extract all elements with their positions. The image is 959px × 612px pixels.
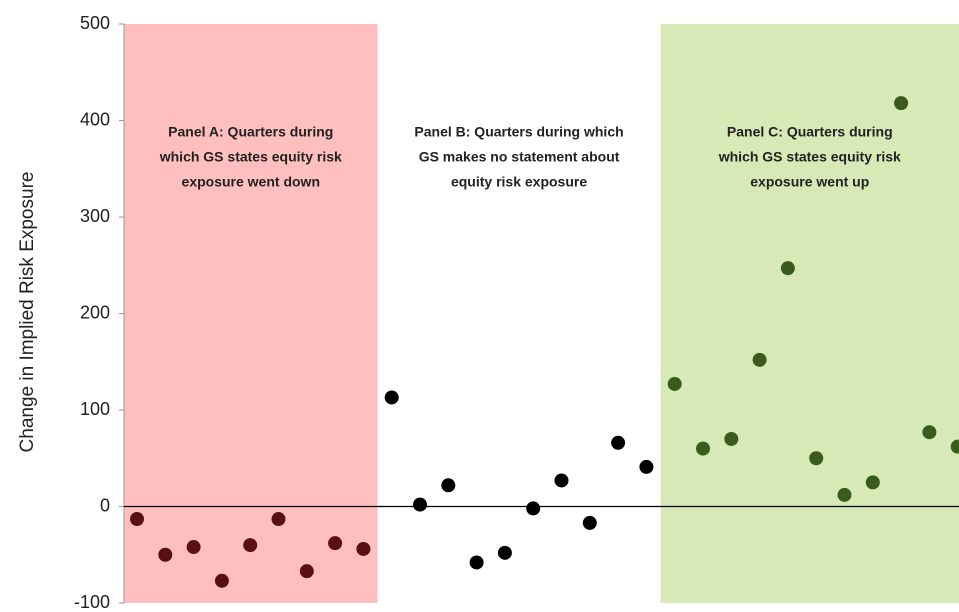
data-point — [611, 435, 626, 450]
y-tick-label: 500 — [80, 13, 110, 33]
panel-annotation: Panel C: Quarters during — [727, 124, 893, 140]
data-point — [214, 573, 229, 588]
data-point — [780, 261, 795, 276]
data-point — [950, 439, 959, 454]
data-point — [299, 564, 314, 579]
data-point — [809, 451, 824, 466]
y-tick-label: 300 — [80, 206, 110, 226]
data-point — [667, 376, 682, 391]
y-tick-label: 400 — [80, 109, 110, 129]
data-point — [243, 538, 258, 553]
panel-annotation: exposure went down — [182, 174, 320, 190]
data-point — [554, 473, 569, 488]
data-point — [696, 441, 710, 456]
y-tick-label: 200 — [80, 302, 110, 322]
panel-annotation: GS makes no statement about — [419, 149, 620, 165]
data-point — [413, 497, 427, 512]
data-point — [752, 352, 767, 367]
panel-background — [124, 24, 378, 603]
data-point — [441, 478, 456, 493]
y-tick-label: 100 — [80, 399, 110, 419]
panel-annotation: Panel A: Quarters during — [168, 124, 333, 140]
panel-annotation: Panel B: Quarters during which — [414, 124, 623, 140]
data-point — [724, 431, 739, 446]
data-point — [158, 547, 173, 562]
data-point — [384, 390, 399, 405]
data-point — [922, 425, 937, 440]
panel-annotation: which GS states equity risk — [159, 149, 342, 165]
data-point — [469, 555, 484, 570]
panel-annotation: equity risk exposure — [451, 174, 587, 190]
data-point — [497, 545, 512, 560]
panel-annotation: exposure went up — [750, 174, 869, 190]
y-axis-label: Change in Implied Risk Exposure — [17, 172, 38, 453]
data-point — [639, 459, 654, 474]
data-point — [837, 487, 852, 502]
y-tick-label: -100 — [74, 592, 110, 612]
panel-background — [660, 24, 959, 603]
data-point — [356, 541, 371, 556]
data-point — [526, 501, 541, 516]
data-point — [130, 512, 144, 527]
data-point — [328, 536, 343, 551]
data-point — [186, 540, 201, 555]
panel-annotation: which GS states equity risk — [718, 149, 901, 165]
data-point — [582, 515, 597, 530]
data-point — [865, 475, 880, 490]
data-point — [894, 96, 909, 111]
y-tick-label: 0 — [100, 495, 110, 515]
data-point — [271, 512, 286, 527]
